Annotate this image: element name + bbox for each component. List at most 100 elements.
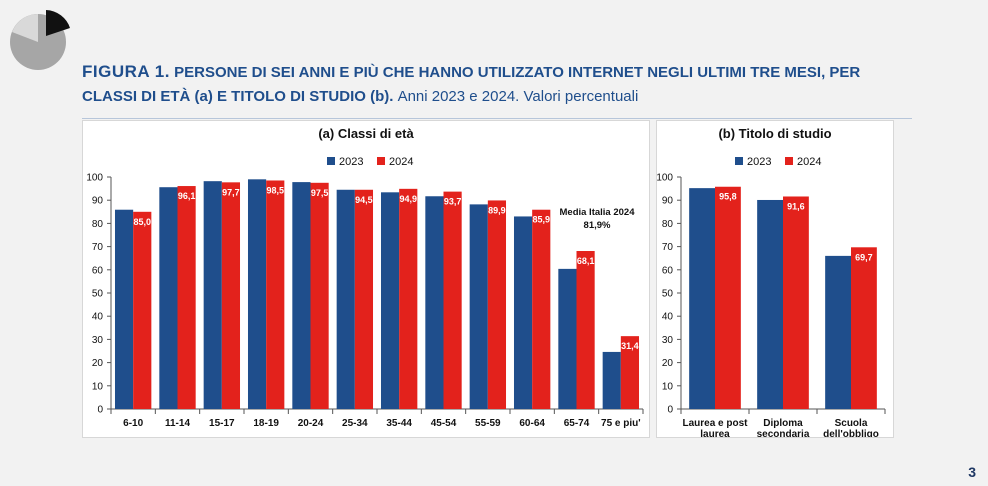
x-tick-label: 6-10 — [123, 418, 143, 429]
bar-2023 — [336, 189, 355, 409]
figure-title: FIGURA 1. PERSONE DI SEI ANNI E PIÙ CHE … — [82, 60, 962, 109]
bar-2024 — [177, 186, 196, 409]
y-tick-label: 10 — [92, 381, 104, 392]
title-line-2-bold: CLASSI DI ETÀ (a) E TITOLO DI STUDIO (b)… — [82, 88, 394, 105]
x-tick-label: 25-34 — [342, 418, 368, 429]
bar-2024 — [354, 189, 374, 409]
bar-2023 — [114, 209, 134, 409]
x-tick-label: Laurea e post — [682, 418, 748, 429]
data-label-2024: 97,7 — [222, 187, 240, 197]
y-tick-label: 90 — [662, 196, 674, 207]
y-tick-label: 30 — [92, 335, 104, 346]
x-tick-label: 35-44 — [386, 418, 412, 429]
y-tick-label: 40 — [662, 312, 674, 323]
chart-title: (b) Titolo di studio — [718, 126, 831, 141]
bar-2024 — [487, 200, 507, 409]
bar-2024 — [443, 191, 462, 409]
chart-panel-education: (b) Titolo di studio 2023 2024 0 10 20 30 40 50 6… — [656, 120, 894, 440]
annotation-line-1: Media Italia 2024 — [560, 207, 636, 218]
y-tick-label: 100 — [657, 173, 673, 184]
legend-swatch-2024 — [377, 157, 385, 165]
y-tick-label: 60 — [662, 265, 674, 276]
bar-2023 — [247, 179, 267, 409]
pie-logo-icon — [10, 10, 70, 70]
data-label-2024: 96,1 — [178, 191, 196, 201]
data-label-2024: 31,4 — [621, 341, 639, 351]
bar-2024 — [221, 182, 241, 409]
annotation-line-2: 81,9% — [584, 220, 611, 231]
bar-2024 — [851, 247, 877, 409]
chart-age: (a) Classi di età 2023 2024 0 10 20 30 40 50 60 70… — [86, 126, 644, 429]
y-tick-label: 70 — [92, 242, 104, 253]
y-tick-label: 50 — [662, 289, 674, 300]
data-label-2024: 89,9 — [488, 205, 506, 215]
y-tick-label: 10 — [662, 381, 674, 392]
y-tick-label: 60 — [92, 265, 104, 276]
bar-2024 — [576, 251, 595, 409]
y-tick-label: 20 — [92, 358, 104, 369]
bar-2024 — [532, 209, 551, 409]
bar-2023 — [292, 182, 311, 409]
bar-2023 — [558, 268, 577, 409]
bar-2023 — [825, 255, 851, 409]
bar-2024 — [620, 336, 640, 409]
page-number: 3 — [968, 464, 976, 480]
x-tick-label: 65-74 — [564, 418, 590, 429]
data-label-2024: 69,7 — [855, 252, 873, 262]
bar-2023 — [689, 188, 715, 409]
legend-swatch-2023 — [327, 157, 335, 165]
title-rule — [82, 118, 912, 119]
data-label-2024: 93,7 — [444, 197, 462, 207]
bar-2023 — [602, 351, 621, 409]
bar-2023 — [469, 204, 488, 409]
bar-2023 — [203, 181, 222, 409]
x-tick-label: Diploma — [763, 418, 803, 429]
x-tick-label: 60-64 — [519, 418, 545, 429]
y-tick-label: 0 — [667, 405, 673, 416]
data-label-2024: 85,9 — [532, 215, 550, 225]
data-label-2024: 95,8 — [719, 192, 737, 202]
data-label-2024: 98,5 — [266, 185, 284, 195]
legend-label-2024: 2024 — [797, 156, 821, 168]
y-tick-label: 50 — [92, 289, 104, 300]
bar-2024 — [310, 182, 329, 409]
legend-swatch-2023 — [735, 157, 743, 165]
legend-label-2023: 2023 — [339, 156, 363, 168]
bar-2024 — [715, 186, 741, 409]
bar-2023 — [513, 216, 533, 409]
y-tick-label: 30 — [662, 335, 674, 346]
legend-label-2023: 2023 — [747, 156, 771, 168]
bar-2023 — [757, 199, 783, 409]
data-label-2024: 91,6 — [787, 201, 805, 211]
figure-label: FIGURA 1. — [82, 62, 170, 81]
bar-2024 — [133, 211, 152, 409]
bar-2023 — [425, 196, 444, 409]
bar-2024 — [266, 180, 285, 409]
data-label-2024: 85,0 — [133, 217, 151, 227]
chart-education: (b) Titolo di studio 2023 2024 0 10 20 30 40 50 6… — [656, 126, 886, 440]
x-tick-label: 45-54 — [431, 418, 457, 429]
x-tick-label: dell'obbligo — [823, 429, 879, 437]
y-tick-label: 100 — [86, 173, 103, 184]
y-tick-label: 90 — [92, 196, 104, 207]
data-label-2024: 94,5 — [355, 195, 373, 205]
bar-2024 — [783, 196, 809, 409]
x-tick-label: 20-24 — [298, 418, 324, 429]
title-line-1: PERSONE DI SEI ANNI E PIÙ CHE HANNO UTIL… — [174, 64, 861, 81]
chart-title: (a) Classi di età — [318, 126, 414, 141]
x-tick-label: 18-19 — [253, 418, 279, 429]
chart-panel-age: (a) Classi di età 2023 2024 0 10 20 30 40 50 60 70… — [82, 120, 650, 438]
data-label-2024: 97,5 — [311, 188, 329, 198]
x-tick-label: 55-59 — [475, 418, 501, 429]
bar-2023 — [159, 187, 178, 409]
x-tick-label: 15-17 — [209, 418, 235, 429]
data-label-2024: 68,1 — [577, 256, 595, 266]
y-tick-label: 70 — [662, 242, 674, 253]
title-line-2-light: Anni 2023 e 2024. Valori percentuali — [397, 88, 639, 105]
bar-2024 — [399, 188, 418, 409]
bar-2023 — [380, 192, 400, 409]
y-tick-label: 20 — [662, 358, 674, 369]
legend-swatch-2024 — [785, 157, 793, 165]
x-tick-label: Scuola — [835, 418, 868, 429]
